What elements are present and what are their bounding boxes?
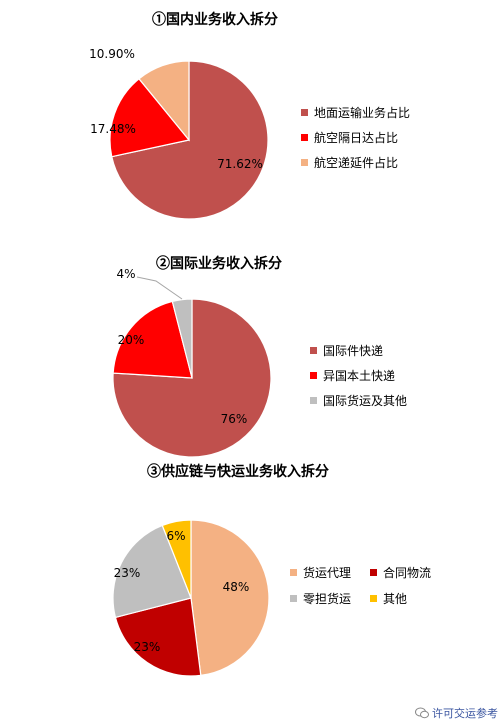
pie-slice xyxy=(161,519,192,599)
legend-swatch xyxy=(310,397,317,404)
slice-data-label: 20% xyxy=(118,333,145,347)
slice-data-label: 48% xyxy=(223,580,250,594)
legend-entry: 零担货运 xyxy=(303,591,351,606)
slice-data-label: 10.90% xyxy=(89,47,135,61)
pie-slice xyxy=(112,300,193,379)
watermark-text: 许可交运参考 xyxy=(432,707,498,720)
legend-entry: 航空隔日达占比 xyxy=(314,130,398,145)
pie-slice xyxy=(114,597,202,677)
leader-line xyxy=(136,276,183,300)
legend-entry: 货运代理 xyxy=(303,565,351,580)
legend-entry: 地面运输业务占比 xyxy=(314,105,410,120)
chart-title: ①国内业务收入拆分 xyxy=(152,11,278,28)
legend-swatch xyxy=(370,569,377,576)
legend-swatch xyxy=(301,134,308,141)
legend-swatch xyxy=(310,372,317,379)
legend-entry: 国际货运及其他 xyxy=(323,393,407,408)
chart-title: ③供应链与快运业务收入拆分 xyxy=(147,463,329,480)
pie-slice xyxy=(171,298,193,379)
legend-swatch xyxy=(301,109,308,116)
legend-swatch xyxy=(370,595,377,602)
slice-data-label: 23% xyxy=(134,640,161,654)
pie-slice xyxy=(138,60,190,142)
slice-data-label: 76% xyxy=(221,412,248,426)
legend-entry: 航空递延件占比 xyxy=(314,155,398,170)
legend-swatch xyxy=(301,159,308,166)
pie-slice xyxy=(111,60,269,220)
slice-data-label: 6% xyxy=(166,529,185,543)
slice-data-label: 4% xyxy=(116,267,135,281)
chart-title: ②国际业务收入拆分 xyxy=(156,255,282,272)
wechat-icon xyxy=(415,707,429,719)
legend-entry: 其他 xyxy=(383,592,407,606)
legend-swatch xyxy=(310,347,317,354)
watermark: 许可交运参考 xyxy=(415,705,498,721)
legend-entry: 合同物流 xyxy=(383,565,431,580)
legend-swatch xyxy=(290,569,297,576)
pie-slice xyxy=(190,519,270,677)
slice-data-label: 23% xyxy=(114,566,141,580)
pie-slice xyxy=(112,524,192,619)
pie-chart-1: ①国内业务收入拆分 71.62% 17.48% 10.90% 地面运输业务占比航空隔日达… xyxy=(89,11,410,220)
legend-swatch xyxy=(290,595,297,602)
slice-data-label: 71.62% xyxy=(217,157,263,171)
legend-entry: 异国本土快递 xyxy=(323,369,395,383)
pie-slice xyxy=(109,77,191,158)
slice-data-label: 17.48% xyxy=(90,122,136,136)
legend-entry: 国际件快递 xyxy=(323,344,383,358)
